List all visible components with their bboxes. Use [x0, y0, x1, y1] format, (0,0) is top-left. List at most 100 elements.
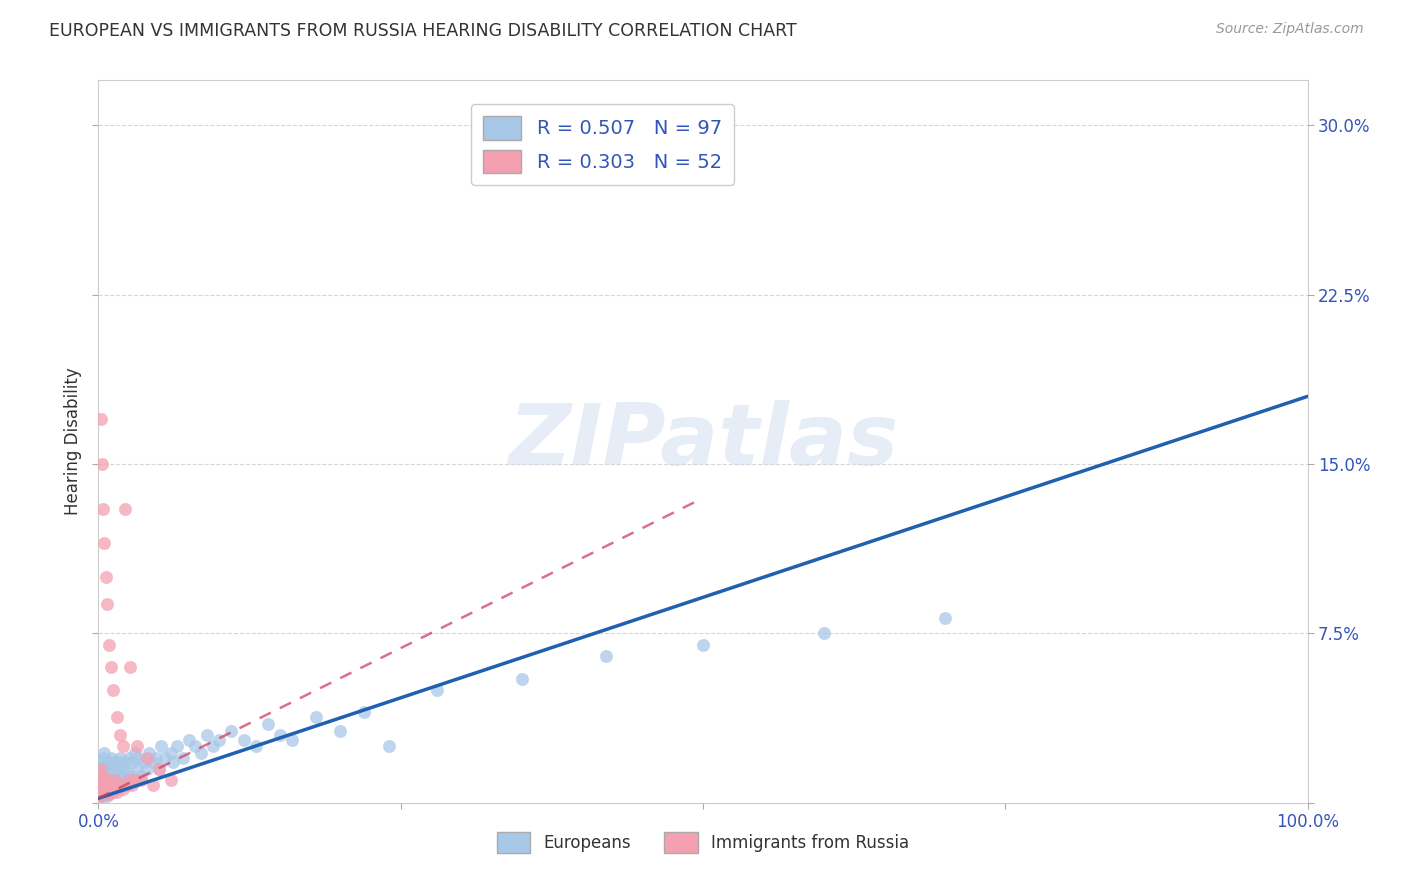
Point [172, 750, 194, 764]
Point [595, 648, 617, 663]
Point [510, 672, 533, 686]
Point [98, 787, 121, 801]
Point [190, 746, 212, 760]
Point [90, 789, 112, 803]
Point [101, 755, 124, 769]
Point [127, 739, 149, 754]
Legend: Europeans, Immigrants from Russia: Europeans, Immigrants from Russia [491, 826, 915, 860]
Point [114, 502, 136, 516]
Point [91, 780, 114, 794]
Point [94, 570, 117, 584]
Point [108, 769, 131, 783]
Point [91, 778, 114, 792]
Point [96, 782, 118, 797]
Point [108, 728, 131, 742]
Point [91, 787, 114, 801]
Point [90, 778, 112, 792]
Point [208, 732, 231, 747]
Point [91, 769, 114, 783]
Point [153, 750, 176, 764]
Point [100, 782, 122, 797]
Point [148, 762, 170, 776]
Point [166, 739, 188, 754]
Point [121, 778, 143, 792]
Point [127, 762, 149, 776]
Point [135, 750, 157, 764]
Point [96, 597, 118, 611]
Point [91, 769, 114, 783]
Point [353, 706, 375, 720]
Point [232, 732, 254, 747]
Point [100, 660, 122, 674]
Point [91, 780, 114, 794]
Point [426, 682, 449, 697]
Point [101, 682, 124, 697]
Point [256, 716, 278, 731]
Point [89, 778, 111, 792]
Point [114, 755, 136, 769]
Point [93, 787, 115, 801]
Point [129, 773, 152, 788]
Point [90, 762, 112, 776]
Point [94, 784, 117, 798]
Point [101, 773, 124, 788]
Point [162, 755, 184, 769]
Point [202, 739, 225, 754]
Point [91, 755, 114, 769]
Point [96, 766, 118, 780]
Point [179, 732, 201, 747]
Point [93, 762, 115, 776]
Point [160, 746, 183, 760]
Point [107, 780, 129, 794]
Point [96, 789, 118, 803]
Point [329, 723, 352, 738]
Point [97, 755, 120, 769]
Point [121, 755, 143, 769]
Point [97, 773, 120, 788]
Point [221, 723, 243, 738]
Point [91, 784, 114, 798]
Point [89, 784, 111, 798]
Point [129, 769, 152, 783]
Point [245, 739, 267, 754]
Point [103, 782, 125, 797]
Point [91, 773, 114, 788]
Point [94, 773, 117, 788]
Point [98, 638, 121, 652]
Point [118, 750, 141, 764]
Point [94, 784, 117, 798]
Point [305, 710, 328, 724]
Point [100, 784, 122, 798]
Point [195, 728, 218, 742]
Point [90, 784, 112, 798]
Point [124, 773, 146, 788]
Point [91, 502, 114, 516]
Point [104, 773, 127, 788]
Point [103, 764, 125, 779]
Point [91, 769, 114, 783]
Point [269, 728, 291, 742]
Point [160, 773, 183, 788]
Point [138, 746, 160, 760]
Point [114, 778, 136, 792]
Point [377, 739, 399, 754]
Point [96, 780, 118, 794]
Point [90, 782, 112, 797]
Point [111, 778, 134, 792]
Point [93, 787, 115, 801]
Point [148, 762, 170, 776]
Text: EUROPEAN VS IMMIGRANTS FROM RUSSIA HEARING DISABILITY CORRELATION CHART: EUROPEAN VS IMMIGRANTS FROM RUSSIA HEARI… [49, 22, 797, 40]
Point [101, 778, 124, 792]
Point [108, 780, 131, 794]
Point [97, 784, 120, 798]
Point [91, 457, 114, 471]
Point [120, 769, 142, 783]
Point [93, 778, 115, 792]
Point [91, 750, 114, 764]
Point [111, 782, 134, 797]
Point [91, 789, 114, 803]
Point [90, 773, 112, 788]
Point [104, 782, 127, 797]
Point [281, 732, 304, 747]
Point [100, 784, 122, 798]
